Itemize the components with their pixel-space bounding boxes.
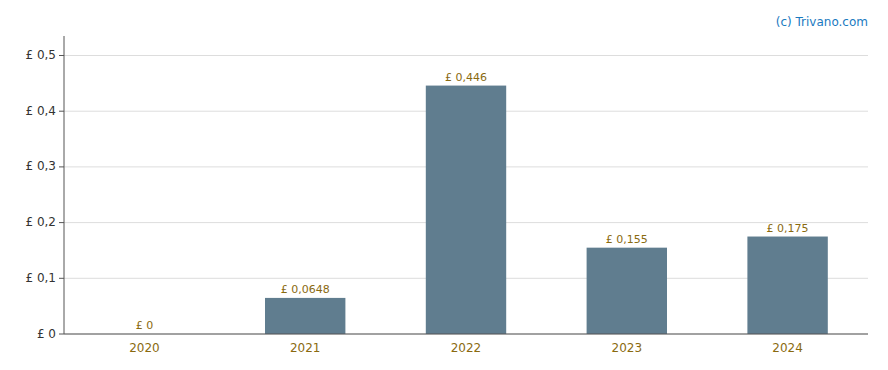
x-tick-label: 2020 xyxy=(129,341,160,355)
y-tick-label: £ 0,5 xyxy=(25,48,56,62)
data-label: £ 0,175 xyxy=(767,222,809,235)
bars xyxy=(265,86,828,334)
grid-line xyxy=(64,334,868,335)
data-label: £ 0,155 xyxy=(606,233,648,246)
y-tick xyxy=(59,111,64,112)
y-tick-label: £ 0 xyxy=(37,327,56,341)
x-axis-line xyxy=(64,334,868,335)
y-tick-label: £ 0,1 xyxy=(25,271,56,285)
grid xyxy=(64,55,868,334)
y-tick xyxy=(59,334,64,335)
chart-container: £ 0£ 0,1£ 0,2£ 0,3£ 0,4£ 0,5£ 0£ 0,0648£… xyxy=(0,0,888,370)
x-tick-label: 2023 xyxy=(612,341,643,355)
x-tick-label: 2024 xyxy=(772,341,803,355)
y-axis: £ 0 £ 0,1 £ 0,2 £ 0,3 £ 0,4 £ 0,5 xyxy=(25,36,64,341)
y-axis-line xyxy=(64,36,65,334)
data-label: £ 0,0648 xyxy=(281,283,330,296)
bar xyxy=(587,248,667,334)
y-tick-label: £ 0,2 xyxy=(25,215,56,229)
data-labels: £ 0 £ 0,0648 £ 0,446 £ 0,155 £ 0,175 xyxy=(136,71,809,332)
x-axis: 2020 2021 2022 2023 2024 xyxy=(64,334,868,355)
data-label: £ 0 xyxy=(136,319,154,332)
chart-svg: £ 0£ 0,1£ 0,2£ 0,3£ 0,4£ 0,5£ 0£ 0,0648£… xyxy=(0,0,888,370)
y-tick xyxy=(59,278,64,279)
bar xyxy=(265,298,345,334)
bar xyxy=(426,86,506,334)
y-tick-label: £ 0,4 xyxy=(25,104,56,118)
y-tick xyxy=(59,166,64,167)
bar xyxy=(747,237,827,334)
x-tick-label: 2021 xyxy=(290,341,321,355)
y-tick xyxy=(59,222,64,223)
annotation: (c) Trivano.com xyxy=(776,15,868,29)
y-tick-label: £ 0,3 xyxy=(25,159,56,173)
x-tick-label: 2022 xyxy=(451,341,482,355)
y-tick xyxy=(59,55,64,56)
grid-line xyxy=(64,55,868,56)
data-label: £ 0,446 xyxy=(445,71,487,84)
